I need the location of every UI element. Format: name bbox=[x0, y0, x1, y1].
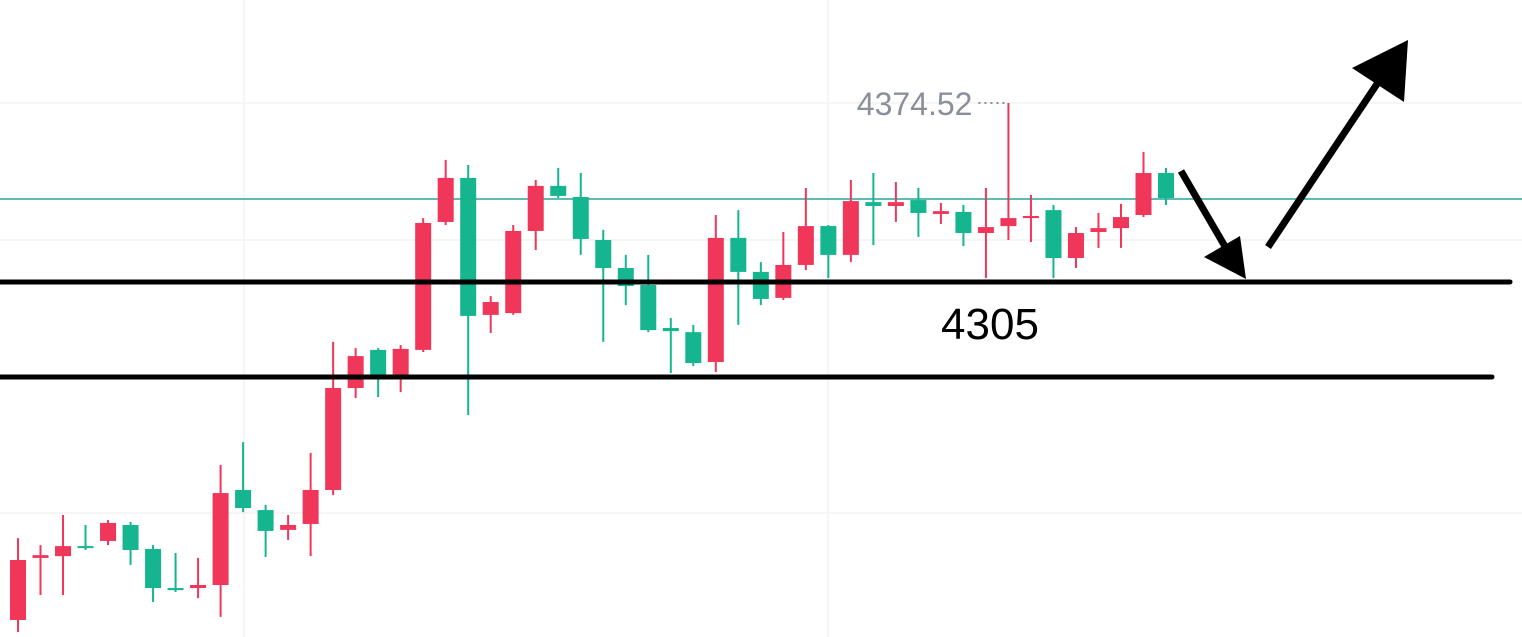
arrowhead bbox=[1204, 236, 1246, 279]
candle-body bbox=[482, 302, 499, 315]
candle-body bbox=[437, 177, 454, 222]
candle-body bbox=[662, 328, 679, 332]
candle-body bbox=[505, 230, 522, 314]
candle-body bbox=[415, 222, 432, 350]
candle-body bbox=[640, 285, 657, 331]
arrows bbox=[1177, 40, 1408, 279]
candle-body bbox=[190, 584, 207, 589]
candle-body bbox=[1045, 210, 1062, 258]
candle-body bbox=[730, 237, 747, 272]
candle-body bbox=[32, 555, 49, 558]
candle-body bbox=[797, 226, 814, 265]
candle-body bbox=[167, 588, 184, 591]
candle-body bbox=[820, 226, 837, 255]
candle-body bbox=[370, 349, 387, 375]
candle-body bbox=[887, 202, 904, 206]
candle-body bbox=[1112, 217, 1129, 229]
candle-body bbox=[752, 271, 769, 299]
candle-body bbox=[325, 388, 342, 490]
candles bbox=[0, 102, 1522, 633]
candle-body bbox=[460, 177, 477, 316]
arrow-up bbox=[1265, 70, 1388, 249]
candle-body bbox=[1158, 173, 1175, 199]
candle-body bbox=[122, 524, 139, 550]
candle-body bbox=[1067, 233, 1084, 258]
candle-body bbox=[302, 489, 319, 524]
annotations: 4374.52 4305 bbox=[0, 86, 1513, 380]
candle-body bbox=[1090, 228, 1107, 232]
candle-body bbox=[595, 239, 612, 269]
candle-body bbox=[145, 548, 162, 589]
candle-body bbox=[910, 200, 927, 213]
candle-body bbox=[10, 560, 26, 621]
candle-body bbox=[100, 522, 117, 541]
candle-body bbox=[280, 524, 297, 530]
candle-body bbox=[550, 185, 567, 196]
candle-body bbox=[392, 348, 409, 378]
candle-body bbox=[842, 201, 859, 255]
candle-body bbox=[257, 510, 274, 531]
level-label: 4305 bbox=[941, 300, 1039, 349]
high-label: 4374.52 bbox=[857, 86, 973, 122]
candle-body bbox=[55, 546, 72, 557]
candle-body bbox=[212, 493, 229, 585]
candle-body bbox=[1000, 218, 1017, 227]
candle-body bbox=[977, 227, 994, 234]
candle-body bbox=[347, 356, 364, 389]
candle-body bbox=[707, 237, 724, 363]
candle-body bbox=[572, 196, 589, 239]
candle-body bbox=[527, 185, 544, 231]
candle-body bbox=[955, 211, 972, 234]
candle-body bbox=[1022, 216, 1039, 219]
candle-body bbox=[235, 489, 252, 509]
candle-body bbox=[1135, 173, 1152, 215]
candle-body bbox=[77, 546, 94, 549]
arrow-down bbox=[1177, 169, 1234, 257]
candle-body bbox=[932, 211, 949, 214]
candle-body bbox=[685, 332, 702, 364]
candle-body bbox=[865, 202, 882, 206]
arrowhead bbox=[1352, 40, 1408, 102]
